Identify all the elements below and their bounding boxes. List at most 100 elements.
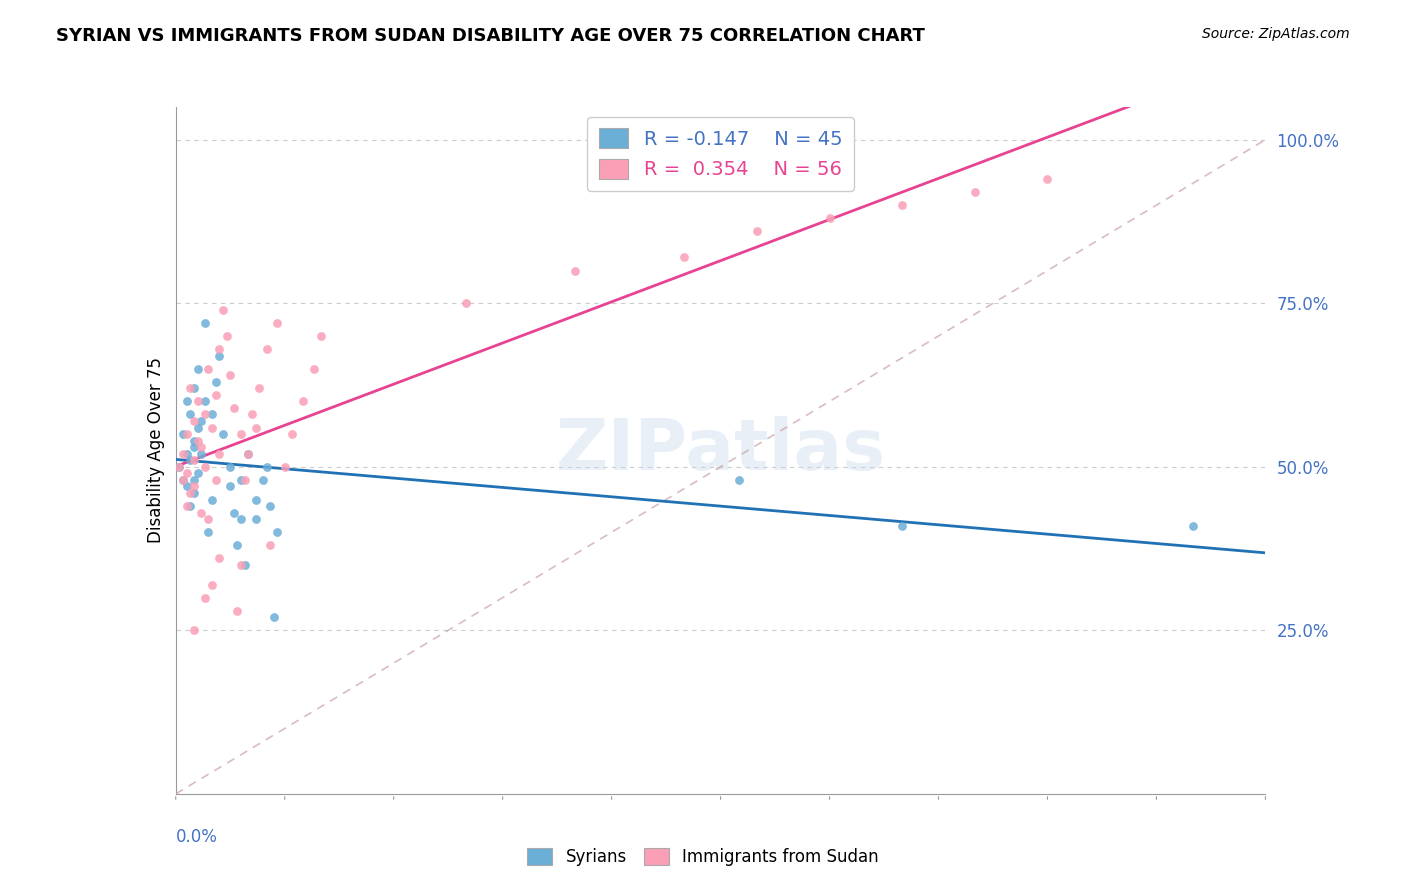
Point (186, 467, 209, 481)
Point (238, 447, 260, 461)
Point (891, 198, 914, 212)
Point (183, 479, 205, 493)
Text: SYRIAN VS IMMIGRANTS FROM SUDAN DISABILITY AGE OVER 75 CORRELATION CHART: SYRIAN VS IMMIGRANTS FROM SUDAN DISABILI… (56, 27, 925, 45)
Point (212, 427, 235, 442)
Point (194, 591, 217, 605)
Point (256, 459, 278, 474)
Point (222, 401, 245, 415)
Point (215, 329, 238, 343)
Legend: Syrians, Immigrants from Sudan: Syrians, Immigrants from Sudan (519, 840, 887, 875)
Point (179, 499, 201, 513)
Point (208, 349, 231, 363)
Point (197, 512, 219, 526)
Legend: R = -0.147    N = 45, R =  0.354    N = 56: R = -0.147 N = 45, R = 0.354 N = 56 (588, 117, 853, 191)
Point (197, 361, 219, 376)
Point (183, 624, 205, 638)
Point (208, 551, 231, 566)
Point (266, 525, 288, 540)
Point (179, 453, 201, 467)
Point (1181, 518, 1204, 533)
Point (172, 447, 194, 461)
Point (179, 381, 201, 395)
Point (172, 473, 194, 487)
Point (233, 558, 256, 572)
Point (222, 506, 245, 520)
Point (281, 427, 304, 442)
Point (176, 447, 198, 461)
Point (204, 473, 226, 487)
Point (564, 263, 586, 277)
Point (194, 459, 217, 474)
Point (245, 492, 267, 507)
Point (201, 577, 224, 591)
Point (231, 473, 253, 487)
Point (183, 434, 205, 448)
Point (240, 408, 263, 422)
Point (176, 427, 198, 442)
Point (456, 296, 478, 310)
Point (727, 473, 749, 487)
Point (194, 408, 217, 422)
Point (176, 394, 198, 409)
Point (963, 185, 986, 199)
Point (183, 414, 205, 428)
Point (190, 447, 212, 461)
Point (259, 538, 281, 552)
Point (201, 408, 224, 422)
Point (186, 394, 209, 409)
Point (263, 610, 285, 624)
Point (291, 394, 314, 409)
Point (194, 316, 217, 330)
Point (176, 479, 198, 493)
Point (1036, 172, 1059, 186)
Point (172, 473, 194, 487)
Point (186, 434, 209, 448)
Y-axis label: Disability Age Over 75: Disability Age Over 75 (146, 358, 165, 543)
Point (169, 459, 191, 474)
Point (231, 427, 253, 442)
Point (172, 427, 194, 442)
Point (208, 447, 231, 461)
Point (204, 388, 226, 402)
Point (256, 342, 278, 356)
Point (219, 479, 242, 493)
Point (183, 473, 205, 487)
Point (226, 604, 249, 618)
Point (219, 368, 242, 383)
Point (309, 329, 332, 343)
Point (302, 361, 325, 376)
Point (176, 467, 198, 481)
Point (183, 453, 205, 467)
Point (266, 316, 288, 330)
Point (169, 459, 191, 474)
Point (245, 420, 267, 434)
Point (183, 486, 205, 500)
Point (197, 525, 219, 540)
Text: 0.0%: 0.0% (176, 828, 218, 847)
Point (212, 302, 235, 317)
Point (190, 414, 212, 428)
Point (176, 499, 198, 513)
Point (201, 492, 224, 507)
Point (183, 381, 205, 395)
Point (194, 394, 217, 409)
Point (231, 558, 253, 572)
Point (219, 459, 242, 474)
Point (190, 440, 212, 454)
Point (252, 473, 274, 487)
Point (245, 512, 267, 526)
Point (891, 518, 914, 533)
Point (818, 211, 841, 226)
Point (179, 408, 201, 422)
Point (183, 440, 205, 454)
Point (186, 420, 209, 434)
Point (745, 224, 768, 238)
Text: Source: ZipAtlas.com: Source: ZipAtlas.com (1202, 27, 1350, 41)
Point (186, 361, 209, 376)
Point (226, 538, 249, 552)
Text: ZIPatlas: ZIPatlas (555, 416, 886, 485)
Point (231, 512, 253, 526)
Point (201, 420, 224, 434)
Point (233, 473, 256, 487)
Point (247, 381, 270, 395)
